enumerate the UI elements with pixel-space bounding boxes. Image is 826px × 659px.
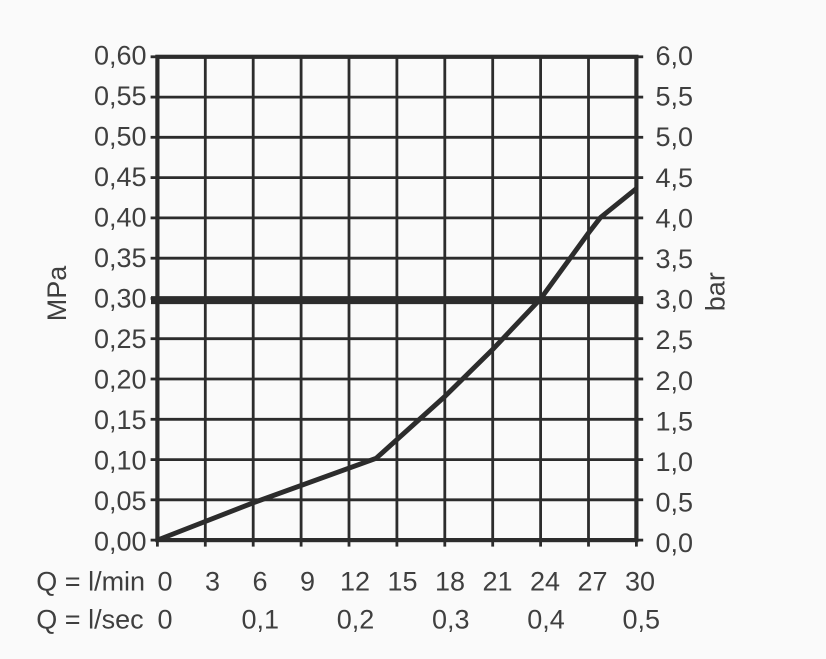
- svg-text:18: 18: [435, 566, 465, 596]
- svg-text:MPa: MPa: [42, 265, 72, 322]
- svg-text:4,5: 4,5: [656, 163, 694, 193]
- svg-text:12: 12: [340, 566, 370, 596]
- svg-text:0: 0: [157, 604, 172, 634]
- svg-text:2,0: 2,0: [656, 366, 694, 396]
- svg-text:0,40: 0,40: [94, 203, 147, 233]
- svg-text:0,10: 0,10: [94, 446, 147, 476]
- svg-text:0,5: 0,5: [623, 604, 661, 634]
- svg-text:6: 6: [252, 566, 267, 596]
- svg-text:5,0: 5,0: [656, 122, 694, 152]
- svg-text:4,0: 4,0: [656, 203, 694, 233]
- svg-text:0,4: 0,4: [527, 604, 565, 634]
- svg-text:21: 21: [482, 566, 512, 596]
- svg-text:0,60: 0,60: [94, 41, 147, 71]
- svg-text:0,3: 0,3: [432, 604, 470, 634]
- svg-text:Q = l/min: Q = l/min: [36, 566, 145, 596]
- svg-text:0,1: 0,1: [242, 604, 280, 634]
- svg-text:2,5: 2,5: [656, 325, 694, 355]
- svg-text:1,5: 1,5: [656, 406, 694, 436]
- svg-text:0,5: 0,5: [656, 488, 694, 518]
- svg-text:Q = l/sec: Q = l/sec: [36, 604, 143, 634]
- svg-text:0,35: 0,35: [94, 243, 147, 273]
- svg-text:0,05: 0,05: [94, 486, 147, 516]
- svg-text:0,45: 0,45: [94, 162, 147, 192]
- svg-text:30: 30: [625, 566, 655, 596]
- svg-text:0,50: 0,50: [94, 122, 147, 152]
- svg-text:0,00: 0,00: [94, 527, 147, 557]
- svg-text:0,25: 0,25: [94, 324, 147, 354]
- svg-text:27: 27: [577, 566, 607, 596]
- svg-text:1,0: 1,0: [656, 447, 694, 477]
- svg-text:bar: bar: [701, 272, 731, 311]
- svg-text:0,20: 0,20: [94, 365, 147, 395]
- svg-text:0: 0: [157, 566, 172, 596]
- svg-text:0,2: 0,2: [337, 604, 375, 634]
- svg-text:3,0: 3,0: [656, 285, 694, 315]
- svg-text:24: 24: [530, 566, 560, 596]
- svg-text:6,0: 6,0: [656, 41, 694, 71]
- svg-text:5,5: 5,5: [656, 82, 694, 112]
- svg-text:3: 3: [205, 566, 220, 596]
- svg-text:15: 15: [387, 566, 417, 596]
- svg-text:3,5: 3,5: [656, 244, 694, 274]
- svg-text:0,0: 0,0: [656, 528, 694, 558]
- svg-text:9: 9: [300, 566, 315, 596]
- svg-text:0,30: 0,30: [94, 284, 147, 314]
- svg-text:0,15: 0,15: [94, 405, 147, 435]
- svg-text:0,55: 0,55: [94, 81, 147, 111]
